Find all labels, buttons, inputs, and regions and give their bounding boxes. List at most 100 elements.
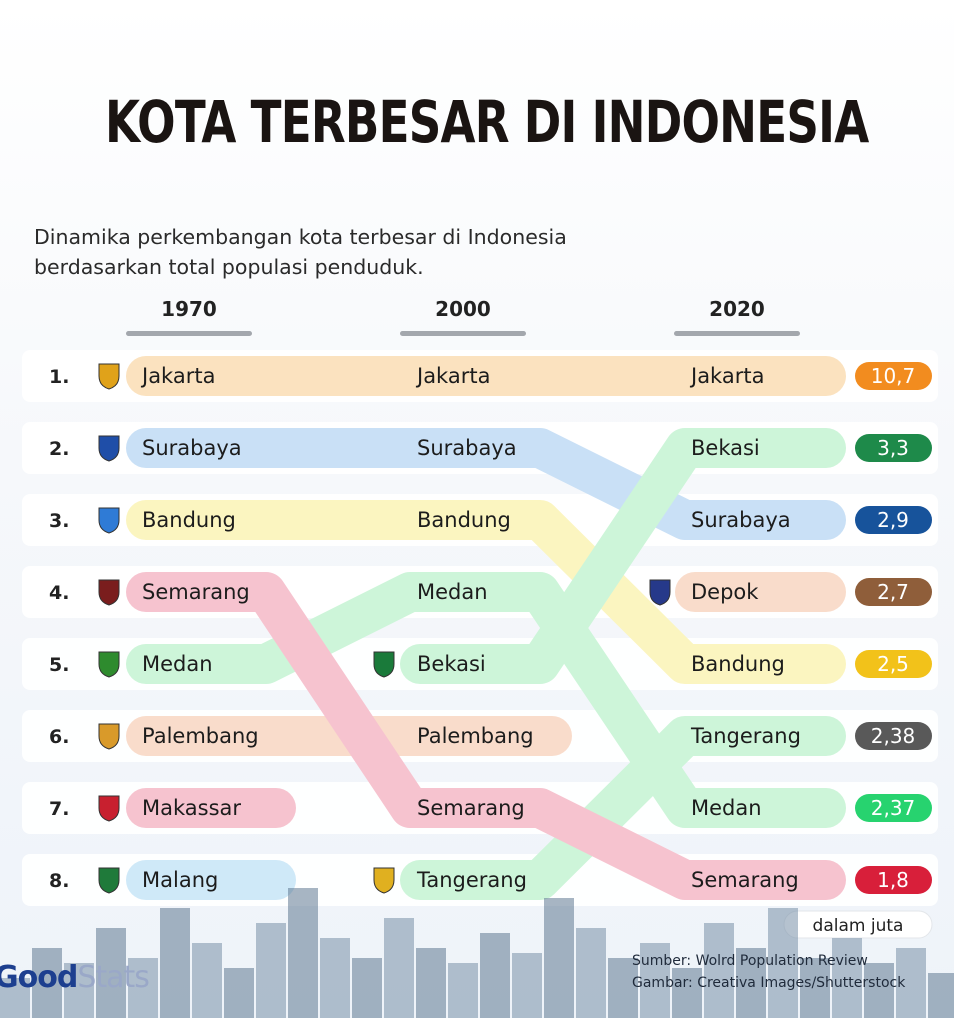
population-value: 10,7 — [871, 364, 916, 388]
city-emblem-medan-icon — [98, 651, 120, 678]
city-label-2020-bekasi: Bekasi — [691, 436, 760, 460]
population-badge — [855, 434, 932, 462]
city-emblem-depok-icon — [649, 579, 671, 606]
skyline-building — [864, 963, 894, 1018]
city-emblem-surabaya-icon — [98, 435, 120, 462]
population-value: 2,37 — [871, 796, 916, 820]
year-underline — [126, 331, 252, 336]
city-label-2020-semarang: Semarang — [691, 868, 799, 892]
city-label-1970-semarang: Semarang — [142, 580, 250, 604]
city-label-2000-palembang: Palembang — [417, 724, 534, 748]
flow-semarang — [126, 572, 846, 900]
city-emblem-tangerang-icon — [373, 867, 395, 894]
city-label-2020-jakarta: Jakarta — [689, 364, 764, 388]
skyline-building — [128, 958, 158, 1018]
population-badge — [855, 650, 932, 678]
skyline-building — [64, 963, 94, 1018]
city-emblem-bandung-icon — [98, 507, 120, 534]
skyline-building — [32, 948, 62, 1018]
city-emblem-bekasi-icon — [373, 651, 395, 678]
year-header-2000: 2000 — [435, 297, 491, 321]
city-label-1970-makassar: Makassar — [142, 796, 241, 820]
skyline-building — [736, 948, 766, 1018]
population-value: 2,9 — [877, 508, 909, 532]
rank-number: 8. — [49, 870, 69, 892]
city-label-2020-bandung: Bandung — [691, 652, 785, 676]
skyline-building — [352, 958, 382, 1018]
subtitle: Dinamika perkembangan kota terbesar di I… — [34, 225, 567, 279]
skyline-building — [320, 938, 350, 1018]
city-emblem-palembang-icon — [98, 723, 120, 750]
skyline-building — [608, 958, 638, 1018]
city-label-2020-surabaya: Surabaya — [691, 508, 791, 532]
skyline-building — [640, 943, 670, 1018]
population-badge — [855, 506, 932, 534]
rank-number: 2. — [49, 438, 69, 460]
population-value: 1,8 — [877, 868, 909, 892]
logo-part1: Good — [0, 960, 78, 995]
city-emblem-makassar-icon — [98, 795, 120, 822]
city-label-2000-jakarta: Jakarta — [415, 364, 490, 388]
skyline-building — [192, 943, 222, 1018]
city-label-2000-bekasi: Bekasi — [417, 652, 486, 676]
city-label-2000-semarang: Semarang — [417, 796, 525, 820]
city-label-2000-bandung: Bandung — [417, 508, 511, 532]
city-label-1970-bandung: Bandung — [142, 508, 236, 532]
skyline-building — [896, 948, 926, 1018]
population-value: 3,3 — [877, 436, 909, 460]
skyline-building — [832, 938, 862, 1018]
city-label-2020-medan: Medan — [691, 796, 762, 820]
city-label-1970-surabaya: Surabaya — [142, 436, 242, 460]
skyline-building — [224, 968, 254, 1018]
skyline-building — [512, 953, 542, 1018]
city-label-1970-medan: Medan — [142, 652, 213, 676]
page-title: KOTA TERBESAR DI INDONESIA — [104, 88, 869, 156]
city-emblem-jakarta-icon — [98, 363, 120, 390]
population-badge — [855, 866, 932, 894]
population-badge — [855, 578, 932, 606]
rank-number: 5. — [49, 654, 69, 676]
flow-surabaya — [126, 428, 846, 540]
city-emblem-malang-icon — [98, 867, 120, 894]
year-header-1970: 1970 — [161, 297, 217, 321]
year-underline — [400, 331, 526, 336]
city-emblem-semarang-icon — [98, 579, 120, 606]
population-value: 2,38 — [871, 724, 916, 748]
skyline-building — [480, 933, 510, 1018]
skyline-building — [928, 973, 954, 1018]
skyline-building — [288, 888, 318, 1018]
rank-number: 1. — [49, 366, 69, 388]
rank-number: 4. — [49, 582, 69, 604]
skyline-building — [704, 923, 734, 1018]
skyline-building — [96, 928, 126, 1018]
skyline-image — [0, 888, 954, 1018]
skyline-building — [672, 968, 702, 1018]
skyline-building — [416, 948, 446, 1018]
source-note: Sumber: Wolrd Population Review Gambar: … — [632, 950, 954, 994]
year-underline — [674, 331, 800, 336]
population-value: 2,7 — [877, 580, 909, 604]
city-label-2000-tangerang: Tangerang — [416, 868, 527, 892]
city-label-1970-malang: Malang — [142, 868, 218, 892]
logo-part2: Stats — [77, 960, 150, 995]
skyline-building — [384, 918, 414, 1018]
flow-bandung — [126, 500, 846, 684]
unit-label: dalam juta — [813, 916, 904, 936]
skyline-building — [544, 898, 574, 1018]
population-value: 2,5 — [877, 652, 909, 676]
rank-number: 6. — [49, 726, 69, 748]
skyline-building — [800, 958, 830, 1018]
skyline-building — [160, 908, 190, 1018]
city-label-1970-palembang: Palembang — [142, 724, 259, 748]
population-badge — [855, 362, 932, 390]
city-label-2020-depok: Depok — [691, 580, 759, 604]
flow-medan — [126, 572, 846, 828]
flow-tangerang — [400, 716, 846, 900]
city-label-1970-jakarta: Jakarta — [140, 364, 215, 388]
city-label-2000-medan: Medan — [417, 580, 488, 604]
rank-number: 7. — [49, 798, 69, 820]
flow-bands — [126, 356, 846, 900]
year-header-2020: 2020 — [709, 297, 765, 321]
source-line-1: Sumber: Wolrd Population Review — [632, 953, 868, 969]
